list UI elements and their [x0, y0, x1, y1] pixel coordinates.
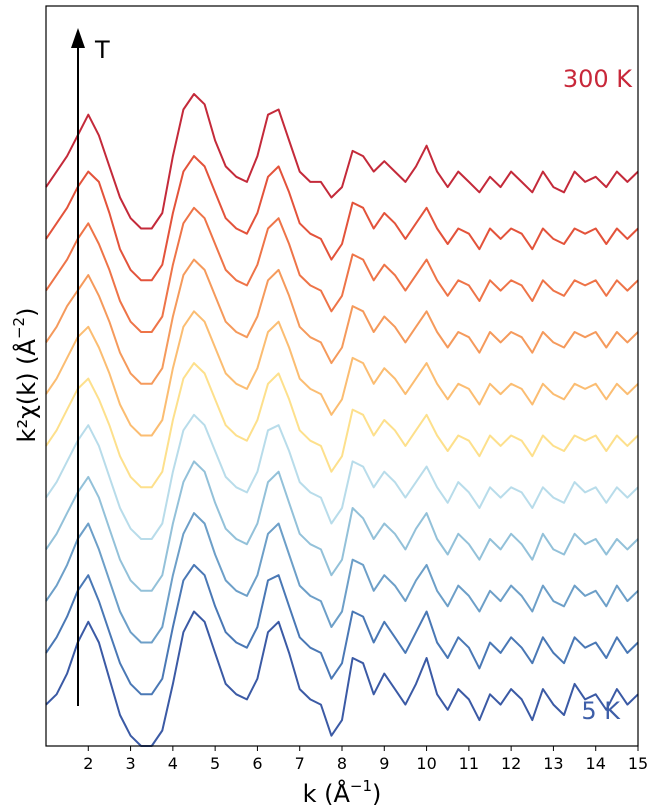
series-line-11 [46, 94, 638, 229]
x-axis-ticks: 2 3 4 5 6 7 8 9 10 11 12 13 14 15 [83, 746, 648, 773]
x-axis-label: k (Å−1) [303, 777, 382, 808]
x-tick-label-8: 8 [337, 754, 347, 773]
label-300k: 300 K [563, 65, 633, 93]
x-tick-label-6: 6 [252, 754, 262, 773]
series-line-9 [46, 208, 638, 332]
series-line-10 [46, 156, 638, 280]
series-layer [46, 94, 638, 746]
temperature-arrow-head [71, 28, 85, 48]
series-line-6 [46, 363, 638, 487]
label-5k: 5 K [581, 697, 621, 725]
x-tick-label-13: 13 [543, 754, 563, 773]
x-tick-label-12: 12 [501, 754, 521, 773]
x-tick-label-11: 11 [459, 754, 479, 773]
x-tick-label-9: 9 [379, 754, 389, 773]
x-tick-label-7: 7 [295, 754, 305, 773]
x-tick-label-15: 15 [628, 754, 648, 773]
x-tick-label-3: 3 [125, 754, 135, 773]
x-tick-label-4: 4 [168, 754, 178, 773]
series-line-7 [46, 311, 638, 435]
x-tick-label-5: 5 [210, 754, 220, 773]
x-tick-label-14: 14 [586, 754, 606, 773]
series-line-1 [46, 612, 638, 747]
temperature-arrow-label: T [94, 36, 110, 64]
series-line-8 [46, 260, 638, 384]
series-line-5 [46, 415, 638, 539]
y-axis-label: k²χ(k) (Å−2) [10, 308, 41, 443]
x-tick-label-2: 2 [83, 754, 93, 773]
x-tick-label-10: 10 [416, 754, 436, 773]
